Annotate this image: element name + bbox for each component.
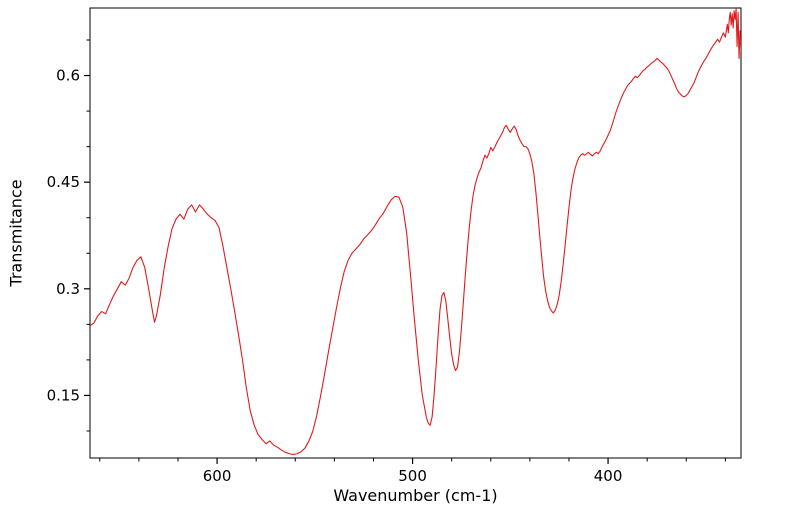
y-axis-label: Transmitance [6, 179, 26, 287]
x-tick-label: 600 [203, 467, 232, 485]
y-tick-label: 0.3 [56, 280, 80, 298]
spectrum-line [90, 8, 741, 455]
y-tick-label: 0.6 [56, 67, 80, 85]
x-tick-label: 500 [398, 467, 427, 485]
y-tick-label: 0.45 [47, 173, 80, 191]
x-axis-ticks: 600 500 400 [99, 458, 726, 485]
plot-frame [89, 7, 742, 459]
y-tick-label: 0.15 [47, 386, 80, 404]
y-axis-ticks: 0.15 0.3 0.45 0.6 [47, 39, 90, 432]
x-axis-label: Wavenumber (cm-1) [333, 486, 498, 505]
x-tick-label: 400 [594, 467, 623, 485]
